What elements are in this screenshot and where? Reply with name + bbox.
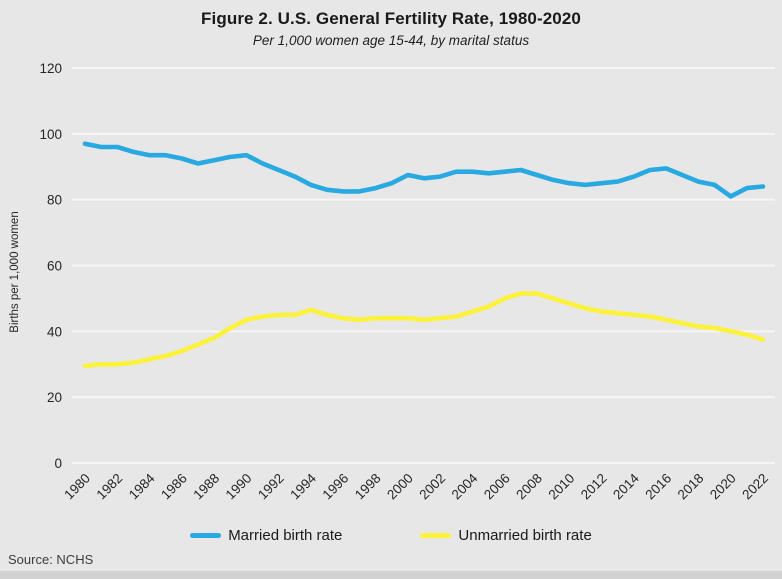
chart-subtitle: Per 1,000 women age 15-44, by marital st…	[252, 33, 530, 48]
svg-text:0: 0	[54, 456, 62, 471]
svg-text:20: 20	[47, 390, 62, 405]
svg-text:2008: 2008	[513, 471, 545, 503]
svg-text:2018: 2018	[675, 471, 707, 503]
svg-text:100: 100	[39, 127, 62, 142]
svg-text:40: 40	[47, 324, 62, 339]
svg-text:1998: 1998	[352, 471, 384, 503]
svg-text:1984: 1984	[126, 470, 158, 502]
svg-text:2020: 2020	[707, 471, 739, 503]
legend-label-unmarried: Unmarried birth rate	[458, 527, 592, 544]
legend-item-unmarried: Unmarried birth rate	[420, 527, 592, 544]
legend: Married birth rate Unmarried birth rate	[0, 527, 782, 544]
svg-text:2002: 2002	[416, 471, 448, 503]
svg-text:2022: 2022	[739, 471, 771, 503]
svg-text:2000: 2000	[384, 471, 416, 503]
svg-text:60: 60	[47, 259, 62, 274]
chart-title: Figure 2. U.S. General Fertility Rate, 1…	[201, 9, 581, 28]
svg-text:80: 80	[47, 193, 62, 208]
y-axis-title: Births per 1,000 women	[9, 211, 21, 333]
svg-text:2012: 2012	[578, 471, 610, 503]
svg-text:1994: 1994	[287, 470, 319, 502]
svg-text:2014: 2014	[610, 470, 642, 502]
svg-text:1980: 1980	[61, 471, 93, 503]
legend-item-married: Married birth rate	[190, 527, 342, 544]
svg-text:1996: 1996	[320, 471, 352, 503]
svg-text:2006: 2006	[481, 471, 513, 503]
svg-text:2004: 2004	[449, 470, 481, 502]
legend-label-married: Married birth rate	[228, 527, 343, 544]
svg-text:1992: 1992	[255, 471, 287, 503]
svg-text:1990: 1990	[223, 471, 255, 503]
svg-text:2016: 2016	[642, 471, 674, 503]
svg-text:120: 120	[39, 61, 62, 76]
unmarried-line-swatch	[420, 533, 452, 538]
married-line-swatch	[190, 533, 222, 538]
svg-text:2010: 2010	[546, 471, 578, 503]
svg-text:1988: 1988	[190, 471, 222, 503]
bottom-bar	[0, 571, 782, 579]
source-note: Source: NCHS	[8, 552, 94, 567]
svg-text:1982: 1982	[94, 471, 126, 503]
svg-text:1986: 1986	[158, 471, 190, 503]
